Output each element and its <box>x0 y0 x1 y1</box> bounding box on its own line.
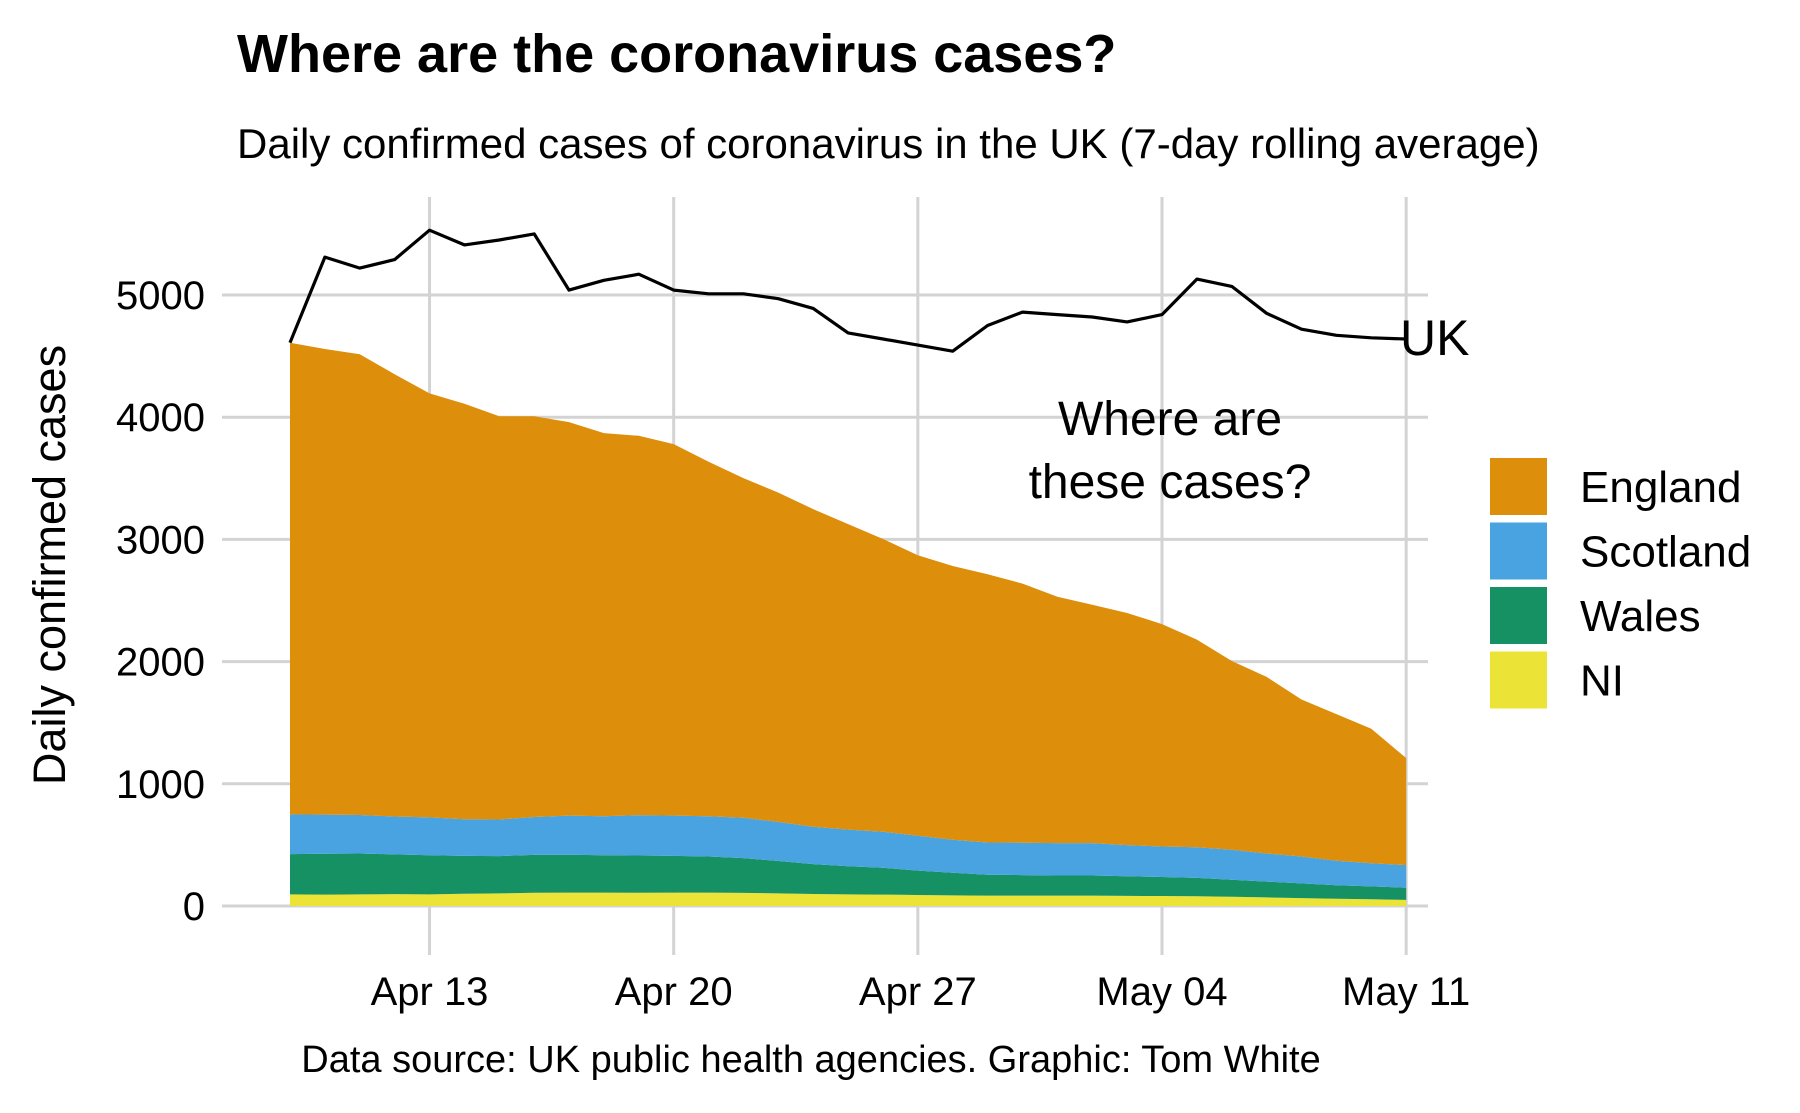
y-axis-ticks: 0 1000 2000 3000 4000 5000 <box>116 274 205 929</box>
legend-swatch-scotland <box>1490 522 1547 580</box>
uk-total-line-group <box>288 228 1407 353</box>
legend-label-scotland: Scotland <box>1580 528 1751 577</box>
annotation-line-1: Where are <box>1058 393 1282 446</box>
x-tick-label: May 11 <box>1342 970 1470 1014</box>
x-tick-label: Apr 27 <box>859 970 977 1014</box>
legend-swatch-england <box>1490 458 1547 515</box>
legend-swatch-ni <box>1490 651 1547 709</box>
y-axis-label: Daily confirmed cases <box>24 345 75 785</box>
x-tick-label: Apr 13 <box>371 970 489 1014</box>
area-wales <box>290 853 1407 900</box>
legend: England Scotland Wales NI <box>1490 458 1751 709</box>
y-tick-label: 4000 <box>116 396 205 440</box>
legend-swatch-wales <box>1490 587 1547 644</box>
legend-label-england: England <box>1580 463 1741 512</box>
y-tick-label: 0 <box>183 885 205 929</box>
legend-label-wales: Wales <box>1580 592 1701 641</box>
area-scotland <box>290 814 1407 888</box>
x-axis-ticks: Apr 13 Apr 20 Apr 27 May 04 May 11 <box>371 970 1471 1014</box>
chart-title: Where are the coronavirus cases? <box>237 24 1116 84</box>
area-ni <box>290 892 1407 906</box>
stacked-areas <box>290 342 1407 906</box>
chart-subtitle: Daily confirmed cases of coronavirus in … <box>237 120 1540 167</box>
y-tick-label: 5000 <box>116 274 205 318</box>
annotation-line-2: these cases? <box>1029 456 1312 509</box>
area-england <box>290 342 1407 866</box>
chart-caption: Data source: UK public health agencies. … <box>301 1039 1320 1081</box>
y-tick-label: 1000 <box>116 763 205 807</box>
uk-total-line <box>288 228 1407 353</box>
y-tick-label: 3000 <box>116 518 205 562</box>
x-tick-label: May 04 <box>1096 970 1227 1014</box>
y-tick-label: 2000 <box>116 641 205 685</box>
uk-series-label: UK <box>1400 310 1469 366</box>
x-tick-label: Apr 20 <box>615 970 733 1014</box>
legend-label-ni: NI <box>1580 657 1624 706</box>
